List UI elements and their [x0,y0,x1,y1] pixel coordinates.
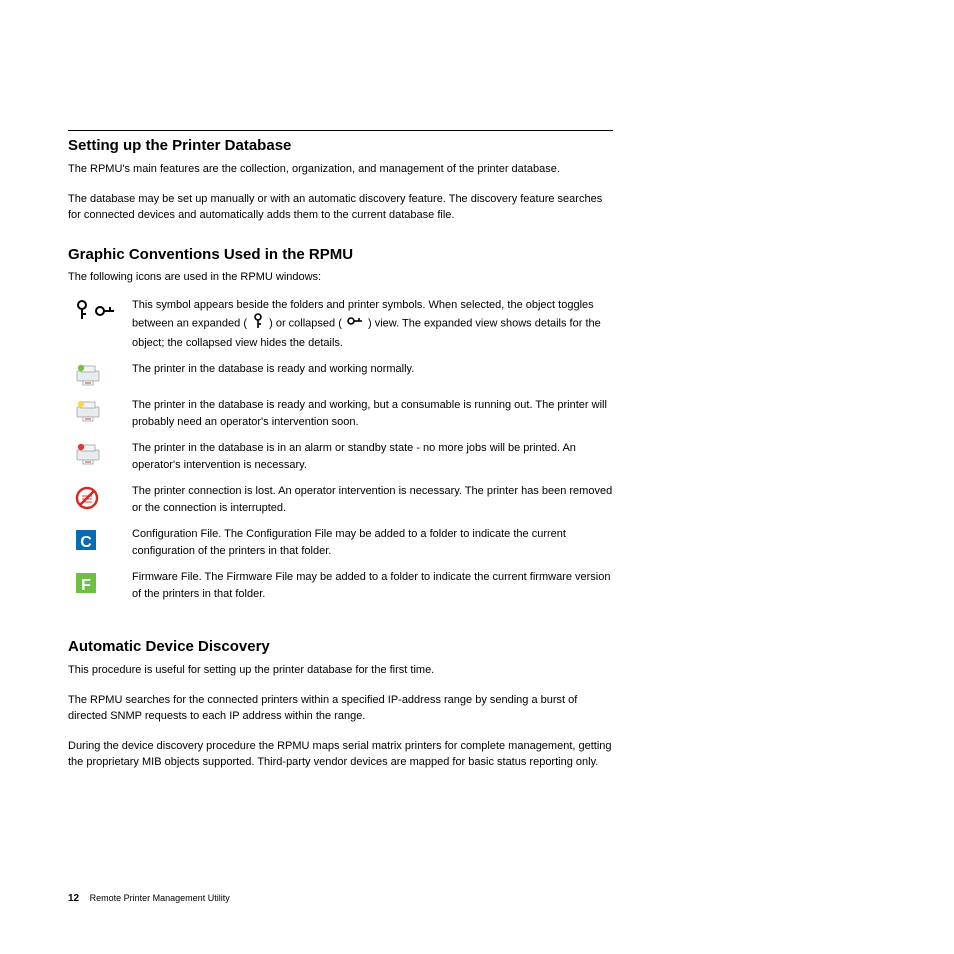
section-rule [68,130,613,131]
table-row: This symbol appears beside the folders a… [68,297,613,352]
icon-description: The printer in the database is in an ala… [132,440,613,473]
footer-title: Remote Printer Management Utility [90,893,230,903]
heading-auto-discovery: Automatic Device Discovery [68,638,886,655]
table-row: The printer in the database is ready and… [68,397,613,430]
text-fragment: ) or collapsed ( [269,318,345,330]
paragraph: This procedure is useful for setting up … [68,663,613,679]
connection-lost-icon [68,483,132,511]
icon-convention-table: This symbol appears beside the folders a… [68,297,613,603]
icon-description: Firmware File. The Firmware File may be … [132,569,613,602]
printer-warning-icon [68,397,132,423]
paragraph: The database may be set up manually or w… [68,192,613,224]
table-row: The printer in the database is in an ala… [68,440,613,473]
icon-description: The printer in the database is ready and… [132,361,414,378]
paragraph: The RPMU's main features are the collect… [68,162,613,178]
heading-graphic-conventions: Graphic Conventions Used in the RPMU [68,246,886,263]
page-footer: 12 Remote Printer Management Utility [68,893,230,904]
document-page: Setting up the Printer Database The RPMU… [0,0,954,825]
icon-description: The printer connection is lost. An opera… [132,483,613,516]
page-number: 12 [68,893,79,904]
icon-description: This symbol appears beside the folders a… [132,297,613,352]
paragraph: The following icons are used in the RPMU… [68,271,886,283]
svg-text:F: F [81,577,91,594]
expanded-icon [252,313,264,335]
paragraph: During the device discovery procedure th… [68,739,613,771]
printer-ready-icon [68,361,132,387]
table-row: The printer in the database is ready and… [68,361,613,387]
table-row: The printer connection is lost. An opera… [68,483,613,516]
table-row: C Configuration File. The Configuration … [68,526,613,559]
svg-text:C: C [80,534,92,551]
heading-setting-up: Setting up the Printer Database [68,137,886,154]
toggle-icon [68,297,132,321]
table-row: F Firmware File. The Firmware File may b… [68,569,613,602]
icon-description: The printer in the database is ready and… [132,397,613,430]
firmware-file-icon: F [68,569,132,595]
collapsed-icon [347,315,363,333]
icon-description: Configuration File. The Configuration Fi… [132,526,613,559]
config-file-icon: C [68,526,132,552]
paragraph: The RPMU searches for the connected prin… [68,693,613,725]
printer-alarm-icon [68,440,132,466]
